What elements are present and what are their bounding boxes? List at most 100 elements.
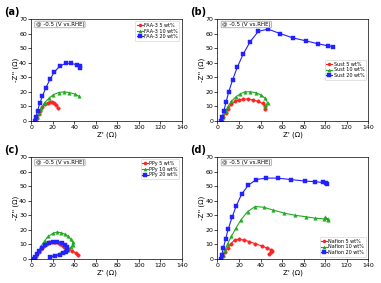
Nafion 20 wt% — [223, 238, 228, 241]
PPy 20 wt% — [58, 253, 62, 256]
FAA-3 20 wt% — [58, 65, 62, 68]
FAA-3 10 wt% — [51, 93, 56, 97]
Sust 5 wt% — [237, 98, 241, 102]
Sust 10 wt% — [219, 119, 224, 122]
Legend: FAA-3 5 wt%, FAA-3 10 wt%, FAA-3 20 wt%: FAA-3 5 wt%, FAA-3 10 wt%, FAA-3 20 wt% — [136, 21, 179, 41]
Line: Sust 5 wt%: Sust 5 wt% — [220, 97, 267, 122]
Sust 20 wt% — [230, 78, 235, 82]
FAA-3 20 wt% — [52, 70, 56, 74]
PPy 10 wt% — [39, 244, 43, 248]
Sust 20 wt% — [303, 39, 308, 42]
FAA-3 10 wt% — [37, 111, 42, 115]
Sust 10 wt% — [221, 115, 226, 118]
FAA-3 20 wt% — [43, 87, 48, 90]
PPy 10 wt% — [70, 243, 75, 247]
Y-axis label: -Z'' (Ω): -Z'' (Ω) — [13, 58, 19, 82]
PPy 20 wt% — [55, 240, 60, 243]
Nafion 20 wt% — [219, 253, 224, 256]
FAA-3 10 wt% — [42, 101, 47, 104]
PPy 5 wt% — [74, 252, 78, 255]
Nafion 5 wt% — [265, 246, 269, 250]
PPy 20 wt% — [40, 246, 44, 250]
FAA-3 10 wt% — [77, 95, 81, 98]
Nafion 10 wt% — [253, 205, 258, 208]
Sust 20 wt% — [291, 36, 295, 40]
Sust 10 wt% — [253, 91, 258, 94]
Nafion 5 wt% — [266, 252, 271, 256]
Sust 5 wt% — [221, 116, 226, 119]
Sust 5 wt% — [251, 98, 255, 102]
Nafion 5 wt% — [242, 238, 246, 242]
PPy 10 wt% — [66, 235, 70, 238]
X-axis label: Z' (Ω): Z' (Ω) — [96, 269, 117, 276]
Sust 10 wt% — [263, 97, 267, 100]
FAA-3 20 wt% — [78, 65, 82, 68]
FAA-3 20 wt% — [40, 95, 45, 98]
PPy 5 wt% — [42, 244, 46, 248]
Nafion 20 wt% — [239, 192, 244, 196]
PPy 5 wt% — [51, 240, 56, 243]
PPy 10 wt% — [56, 252, 61, 256]
PPy 20 wt% — [51, 240, 56, 243]
Sust 20 wt% — [278, 32, 282, 35]
FAA-3 20 wt% — [33, 119, 37, 122]
Sust 10 wt% — [223, 110, 228, 113]
Nafion 5 wt% — [269, 249, 274, 253]
Sust 20 wt% — [330, 45, 335, 48]
Sust 5 wt% — [223, 111, 228, 115]
Sust 10 wt% — [258, 93, 263, 97]
Sust 10 wt% — [248, 90, 253, 93]
Nafion 20 wt% — [221, 246, 226, 250]
Sust 10 wt% — [226, 105, 231, 108]
FAA-3 10 wt% — [56, 91, 61, 94]
PPy 10 wt% — [34, 254, 39, 257]
Nafion 5 wt% — [259, 244, 264, 248]
Nafion 10 wt% — [245, 210, 250, 213]
PPy 10 wt% — [46, 235, 51, 238]
Nafion 20 wt% — [275, 176, 280, 180]
Y-axis label: -Z'' (Ω): -Z'' (Ω) — [13, 196, 19, 220]
Nafion 5 wt% — [221, 254, 225, 258]
Text: (d): (d) — [190, 145, 206, 155]
Nafion 5 wt% — [253, 242, 258, 245]
PPy 20 wt% — [35, 252, 39, 256]
FAA-3 10 wt% — [67, 91, 72, 94]
Nafion 20 wt% — [230, 216, 234, 219]
Line: PPy 10 wt%: PPy 10 wt% — [33, 230, 74, 260]
Legend: Sust 5 wt%, Sust 10 wt%, Sust 20 wt%: Sust 5 wt%, Sust 10 wt%, Sust 20 wt% — [325, 60, 366, 80]
PPy 10 wt% — [42, 239, 47, 243]
PPy 20 wt% — [53, 254, 58, 258]
X-axis label: Z' (Ω): Z' (Ω) — [96, 132, 117, 138]
PPy 5 wt% — [70, 249, 74, 253]
FAA-3 20 wt% — [48, 78, 52, 81]
Nafion 5 wt% — [237, 238, 241, 241]
FAA-3 10 wt% — [35, 116, 39, 119]
PPy 10 wt% — [66, 248, 70, 251]
PPy 20 wt% — [59, 241, 64, 245]
PPy 10 wt% — [69, 246, 73, 249]
Nafion 5 wt% — [269, 251, 274, 254]
PPy 5 wt% — [76, 253, 81, 256]
PPy 5 wt% — [59, 243, 64, 247]
Sust 10 wt% — [263, 105, 267, 108]
Sust 20 wt% — [220, 115, 224, 118]
Text: (c): (c) — [4, 145, 19, 155]
Legend: PPy 5 wt%, PPy 10 wt%, PPy 20 wt%: PPy 5 wt%, PPy 10 wt%, PPy 20 wt% — [141, 159, 179, 179]
Sust 20 wt% — [224, 100, 228, 104]
Line: Nafion 20 wt%: Nafion 20 wt% — [219, 176, 328, 260]
X-axis label: Z' (Ω): Z' (Ω) — [283, 269, 303, 276]
Nafion 10 wt% — [219, 257, 224, 260]
PPy 5 wt% — [58, 242, 62, 245]
Legend: Nafion 5 wt%, Nafion 10 wt%, Nafion 20 wt%: Nafion 5 wt%, Nafion 10 wt%, Nafion 20 w… — [320, 237, 366, 257]
Sust 5 wt% — [260, 102, 265, 105]
PPy 5 wt% — [53, 240, 58, 243]
Sust 20 wt% — [226, 90, 231, 93]
Sust 20 wt% — [326, 44, 331, 48]
PPy 10 wt% — [54, 230, 59, 234]
FAA-3 20 wt% — [35, 109, 40, 112]
Sust 10 wt% — [265, 101, 270, 104]
Nafion 20 wt% — [303, 179, 307, 183]
PPy 5 wt% — [34, 254, 39, 258]
FAA-3 10 wt% — [46, 97, 51, 100]
Line: PPy 20 wt%: PPy 20 wt% — [33, 240, 69, 260]
